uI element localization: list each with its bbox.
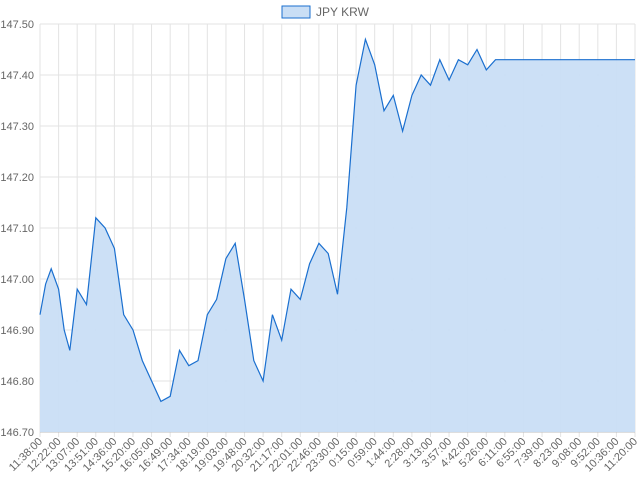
- series-area-layer: [39, 37, 635, 433]
- y-axis: 146.70 146.80 146.90 147.00 147.10 147.20 147.…: [0, 19, 34, 439]
- y-tick-label: 146.80: [0, 376, 34, 388]
- legend-label[interactable]: JPY KRW: [316, 5, 370, 19]
- legend-swatch[interactable]: [281, 5, 311, 19]
- series-line: [39, 37, 635, 403]
- legend[interactable]: JPY KRW: [281, 5, 370, 19]
- x-axis: 11:38:0012:22:0013:07:0013:51:0014:36:00…: [7, 436, 640, 475]
- y-tick-label: 147.50: [0, 19, 34, 31]
- y-tick-label: 146.90: [0, 325, 34, 337]
- series-area: [40, 39, 635, 433]
- y-tick-label: 147.40: [0, 70, 34, 82]
- y-tick-label: 147.30: [0, 121, 34, 133]
- y-tick-label: 146.70: [0, 427, 34, 439]
- y-tick-label: 147.20: [0, 172, 34, 184]
- y-tick-label: 147.00: [0, 274, 34, 286]
- y-tick-label: 147.10: [0, 223, 34, 235]
